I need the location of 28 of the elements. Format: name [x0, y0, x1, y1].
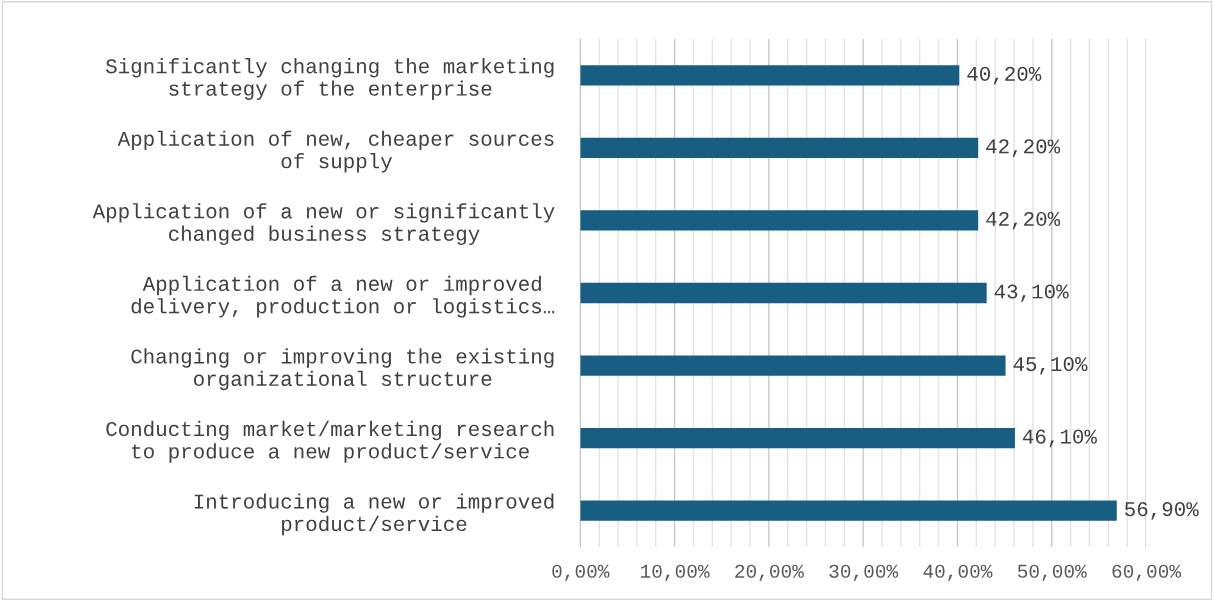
y-tick-label: Application of new, cheaper sources of supply	[117, 130, 554, 173]
x-tick-label: 40,00%	[923, 564, 993, 582]
data-label: 56,90%	[1125, 502, 1199, 520]
bar	[580, 355, 1006, 376]
bar	[580, 137, 979, 159]
data-label: 40,20%	[967, 66, 1042, 85]
y-tick-label: Application of a new or improved delivery, production or logistics…	[131, 275, 555, 318]
bar	[580, 65, 960, 86]
y-tick-label: Application of a new or significantly changed business strategy	[92, 203, 555, 246]
data-label: 43,10%	[994, 284, 1069, 303]
data-label: 46,10%	[1022, 429, 1097, 448]
x-tick-label: 20,00%	[735, 564, 804, 582]
y-tick-label: Conducting market/marketing research to produce a new product/service	[106, 420, 554, 463]
data-label: 42,20%	[986, 139, 1061, 157]
bar	[580, 500, 1117, 521]
x-tick-label: 10,00%	[640, 564, 710, 582]
data-label: 45,10%	[1013, 356, 1088, 375]
data-label: 42,20%	[986, 211, 1061, 230]
bar	[580, 427, 1015, 449]
y-tick-label: Significantly changing the marketing strategy of the enterprise	[105, 58, 554, 100]
x-tick-label: 0,00%	[552, 564, 610, 582]
bar	[580, 210, 979, 231]
x-tick-label: 60,00%	[1112, 564, 1182, 582]
y-tick-label: Introducing a new or improved product/service	[194, 493, 554, 536]
y-tick-label: Changing or improving the existing organizational structure	[131, 348, 554, 391]
x-tick-label: 30,00%	[829, 564, 899, 582]
bar	[580, 282, 987, 304]
x-tick-label: 50,00%	[1017, 564, 1087, 582]
